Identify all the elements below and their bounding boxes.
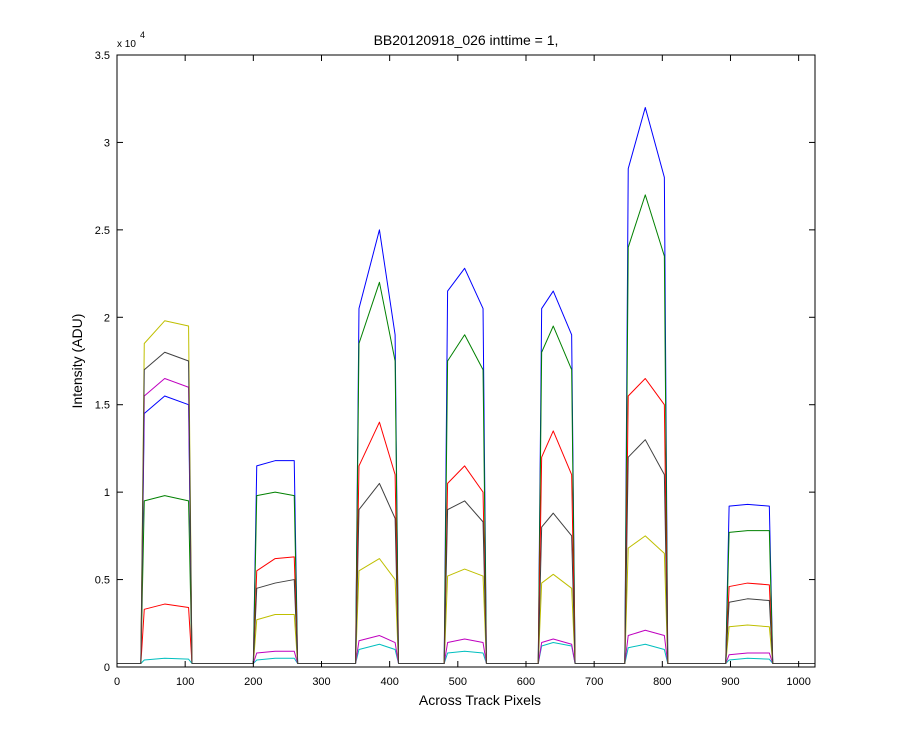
- x-tick-label: 300: [312, 676, 330, 688]
- y-tick-label: 3.5: [95, 50, 110, 62]
- y-tick-label: 1.5: [95, 400, 110, 412]
- y-scale-exponent: 4: [140, 30, 145, 40]
- y-tick-label: 2: [104, 312, 110, 324]
- x-tick-label: 700: [585, 676, 603, 688]
- y-tick-label: 3: [104, 137, 110, 149]
- y-axis-label: Intensity (ADU): [69, 314, 85, 409]
- x-tick-label: 400: [380, 676, 398, 688]
- x-tick-label: 200: [244, 676, 262, 688]
- x-tick-label: 600: [517, 676, 535, 688]
- y-tick-label: 2.5: [95, 225, 110, 237]
- x-tick-label: 900: [721, 676, 739, 688]
- x-tick-label: 0: [114, 676, 120, 688]
- y-tick-label: 0: [104, 662, 110, 674]
- x-tick-label: 500: [449, 676, 467, 688]
- y-tick-label: 1: [104, 487, 110, 499]
- chart-title: BB20120918_026 inttime = 1,: [374, 32, 559, 48]
- x-tick-label: 100: [176, 676, 194, 688]
- y-tick-label: 0.5: [95, 575, 110, 587]
- y-scale-base: x 10: [117, 39, 136, 50]
- x-tick-label: 1000: [786, 676, 810, 688]
- x-tick-label: 800: [653, 676, 671, 688]
- plot-frame: [116, 54, 816, 668]
- x-axis-label: Across Track Pixels: [419, 692, 541, 708]
